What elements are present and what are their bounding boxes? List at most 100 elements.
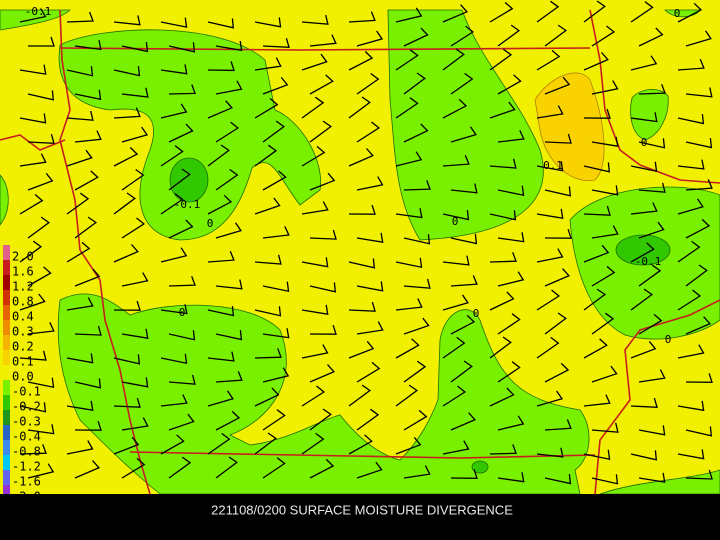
region: [0, 9, 71, 31]
wind-barb: [27, 90, 55, 101]
wind-barb: [544, 419, 572, 431]
wind-barb: [544, 312, 567, 335]
wind-barb: [309, 172, 336, 191]
wind-barb: [685, 264, 708, 287]
wind-barb: [207, 351, 235, 362]
wind-barb: [207, 251, 235, 263]
wind-barb: [215, 330, 243, 341]
wind-barb: [74, 378, 102, 389]
wind-barb: [348, 434, 373, 455]
wind-barb: [121, 217, 146, 239]
wind-barb: [27, 216, 51, 239]
wind-barb: [28, 36, 55, 47]
wind-barb: [160, 304, 188, 315]
legend-label: -0.4: [12, 430, 41, 444]
wind-barb: [27, 377, 55, 389]
wind-barb: [395, 208, 423, 219]
wind-barb: [27, 463, 55, 479]
wind-barb: [215, 279, 243, 290]
wind-barb: [309, 364, 335, 383]
wind-barb: [630, 112, 658, 123]
wind-barb: [348, 51, 374, 71]
wind-barb: [19, 350, 47, 361]
wind-barb: [254, 254, 282, 265]
region: [471, 460, 489, 474]
wind-barb: [489, 387, 515, 407]
wind-barb: [442, 155, 470, 167]
wind-barb: [450, 314, 476, 335]
wind-barb: [403, 72, 426, 95]
wind-barb: [497, 130, 525, 143]
legend-label: -1.6: [12, 475, 41, 489]
wind-barb: [262, 409, 286, 431]
wind-barb: [168, 374, 196, 385]
wind-barb: [450, 126, 477, 143]
wind-barb: [536, 208, 564, 219]
wind-barb: [121, 417, 149, 431]
contour-label: 0: [452, 215, 459, 228]
wind-barb: [544, 76, 571, 95]
wind-barb: [442, 385, 467, 407]
wind-barb: [677, 159, 705, 170]
wind-barb: [677, 114, 705, 125]
wind-barb: [121, 126, 149, 143]
wind-barb: [207, 390, 234, 407]
wind-barb: [685, 179, 713, 191]
wind-barb: [121, 41, 149, 53]
wind-barb: [215, 168, 239, 191]
wind-barb: [113, 107, 141, 119]
wind-barb: [160, 353, 188, 365]
contour-label: 0: [207, 217, 214, 230]
wind-barb: [403, 409, 428, 431]
wind-barb: [583, 0, 606, 23]
region: [0, 174, 9, 226]
wind-barb: [630, 450, 658, 461]
wind-barb: [497, 361, 521, 383]
wind-barb: [403, 180, 431, 191]
wind-barb: [638, 425, 666, 436]
wind-barb: [168, 276, 196, 287]
wind-barb: [74, 325, 102, 336]
wind-barb: [19, 240, 43, 263]
legend-label: -0.3: [12, 415, 41, 429]
region: [58, 29, 322, 241]
wind-barb: [685, 218, 711, 239]
wind-barb: [630, 202, 658, 215]
region: [630, 89, 669, 141]
contour-label: -0.1: [635, 255, 662, 268]
wind-barb: [450, 360, 473, 383]
wind-barb: [442, 294, 469, 311]
wind-barb: [356, 176, 384, 191]
legend-label: 0.2: [12, 340, 34, 354]
wind-barb: [301, 53, 328, 71]
border: [594, 299, 720, 495]
wind-barb: [536, 105, 564, 119]
wind-barb: [254, 57, 282, 71]
legend-swatch: [3, 380, 10, 395]
wind-barb: [74, 460, 100, 479]
wind-barb: [591, 312, 615, 335]
legend-swatch: [3, 485, 10, 500]
wind-barb: [497, 271, 525, 287]
wind-barb: [685, 30, 712, 47]
wind-barb: [66, 192, 90, 215]
positive-region: [534, 72, 605, 182]
wind-barb: [544, 474, 572, 485]
legend-label: 0.8: [12, 295, 34, 309]
wind-barb: [677, 344, 705, 359]
wind-barb: [160, 145, 184, 167]
wind-barb: [536, 49, 561, 71]
wind-barb: [168, 168, 191, 191]
region: [57, 293, 590, 495]
wind-barb: [442, 255, 470, 266]
wind-barb: [395, 436, 422, 455]
wind-barb: [630, 288, 654, 311]
wind-barb: [497, 313, 521, 335]
wind-barb: [450, 25, 475, 47]
border: [129, 451, 596, 459]
wind-barb: [168, 456, 192, 479]
wind-barb: [677, 198, 704, 215]
wind-barb: [544, 186, 572, 197]
